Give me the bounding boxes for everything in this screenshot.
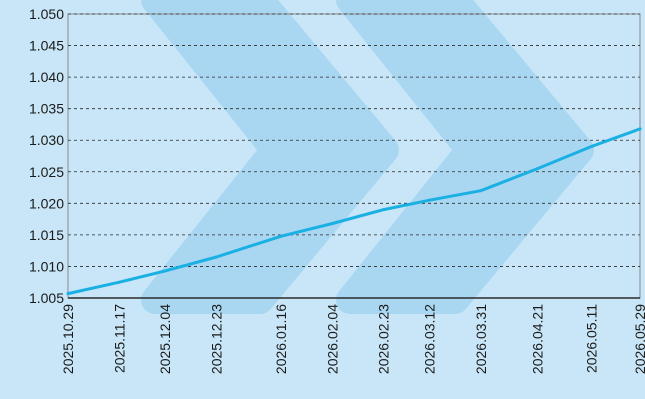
data-point xyxy=(589,145,593,149)
y-tick-label: 1.045 xyxy=(29,38,64,54)
x-tick-label: 2025.10.29 xyxy=(60,304,76,374)
x-tick-label: 2026.04.21 xyxy=(529,304,545,374)
x-axis-ticks: 2025.10.29 2025.11.17 2025.12.04 2025.12.23… xyxy=(60,304,645,374)
y-tick-label: 1.020 xyxy=(29,195,64,211)
series-line xyxy=(66,127,642,296)
y-tick-label: 1.035 xyxy=(29,101,64,117)
y-axis-ticks: 1.005 1.010 1.015 1.020 1.025 1.030 1.035 1.040… xyxy=(29,6,64,306)
data-point xyxy=(279,234,283,238)
y-tick-label: 1.005 xyxy=(29,290,64,306)
y-tick-label: 1.040 xyxy=(29,69,64,85)
x-tick-label: 2025.12.04 xyxy=(157,304,173,374)
data-point xyxy=(535,167,539,171)
x-tick-label: 2025.12.23 xyxy=(208,304,224,374)
data-point xyxy=(214,255,218,259)
x-tick-label: 2026.03.12 xyxy=(422,304,438,374)
y-tick-label: 1.025 xyxy=(29,164,64,180)
x-tick-label: 2026.05.11 xyxy=(583,304,599,373)
y-tick-label: 1.030 xyxy=(29,132,64,148)
data-point xyxy=(638,127,642,131)
x-tick-label: 2026.02.04 xyxy=(324,304,340,374)
data-point xyxy=(382,208,386,212)
x-tick-label: 2026.05.29 xyxy=(632,304,645,374)
data-point xyxy=(117,280,121,284)
data-point xyxy=(66,292,70,296)
y-tick-label: 1.050 xyxy=(29,6,64,22)
data-point xyxy=(428,198,432,202)
x-tick-label: 2026.01.16 xyxy=(273,304,289,374)
chevron-shape-2 xyxy=(336,0,594,314)
grid-lines xyxy=(68,13,640,299)
data-point xyxy=(163,269,167,273)
x-tick-label: 2025.11.17 xyxy=(111,304,127,373)
y-tick-label: 1.015 xyxy=(29,227,64,243)
x-tick-label: 2026.02.23 xyxy=(376,304,392,374)
y-tick-label: 1.010 xyxy=(29,258,64,274)
data-point xyxy=(330,222,334,226)
x-tick-label: 2026.03.31 xyxy=(473,304,489,374)
data-point xyxy=(479,189,483,193)
